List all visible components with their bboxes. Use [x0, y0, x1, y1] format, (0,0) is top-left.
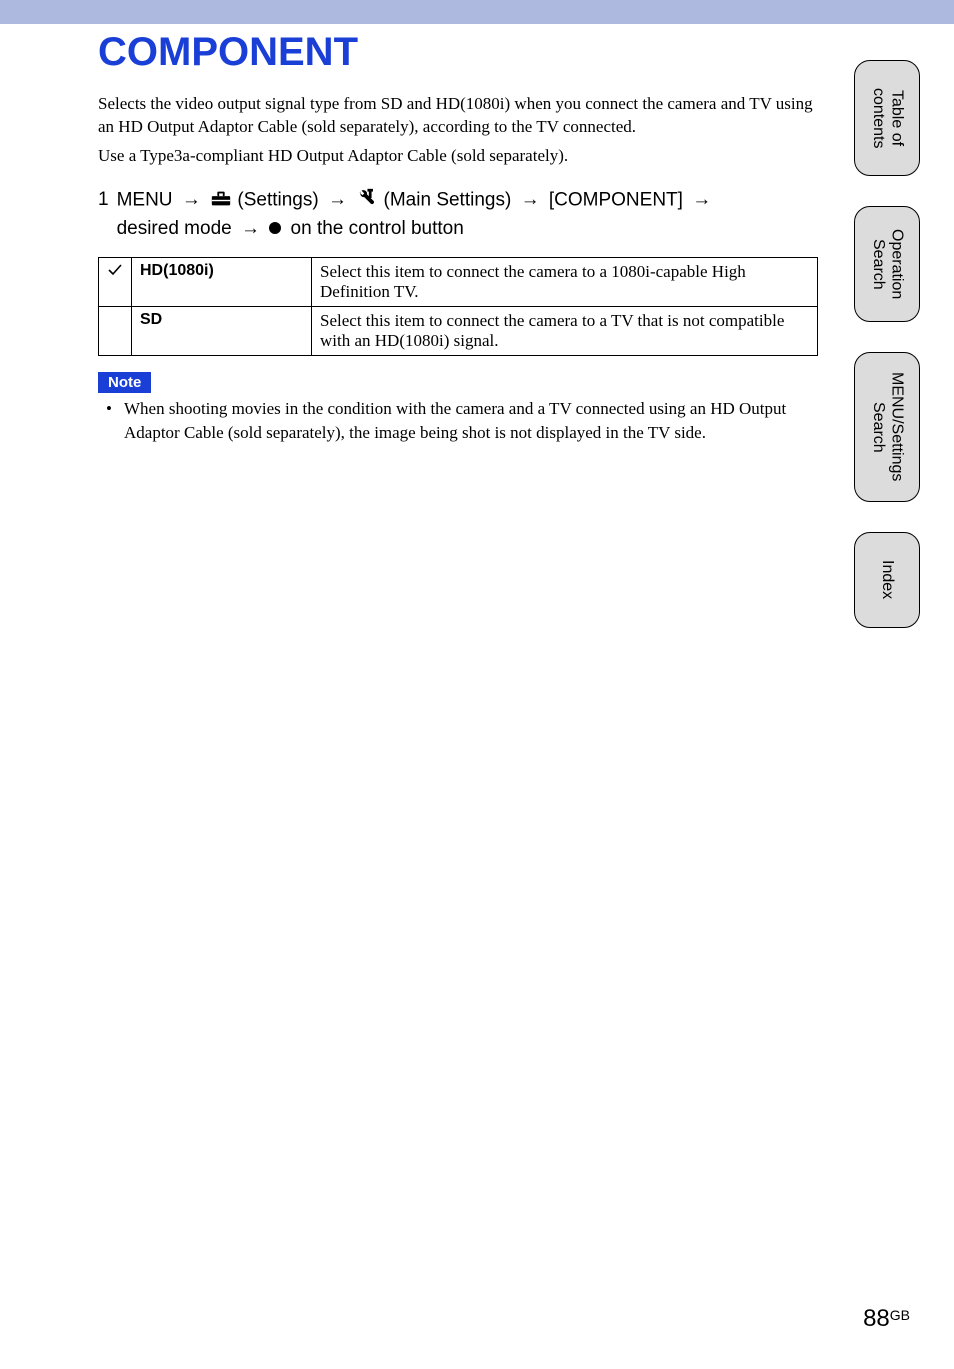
- checkmark-icon: [107, 262, 123, 278]
- step-menu-label: MENU: [117, 189, 173, 210]
- page-title: COMPONENT: [98, 30, 818, 75]
- main-content: COMPONENT Selects the video output signa…: [98, 30, 818, 445]
- page-number: 88GB: [863, 1305, 910, 1333]
- tab-label: Table of contents: [869, 88, 906, 148]
- check-cell: [99, 258, 132, 307]
- arrow-icon: →: [688, 189, 715, 210]
- description-block: Selects the video output signal type fro…: [98, 93, 818, 168]
- description-line: Use a Type3a-compliant HD Output Adaptor…: [98, 145, 818, 168]
- toolbox-icon: [210, 184, 232, 213]
- page-number-suffix: GB: [890, 1307, 910, 1323]
- option-label: SD: [132, 307, 312, 356]
- arrow-icon: →: [517, 189, 544, 210]
- tab-operation-search[interactable]: Operation Search: [854, 206, 920, 322]
- note-badge: Note: [98, 372, 151, 393]
- control-button-tail: on the control button: [291, 218, 464, 239]
- step-number: 1: [98, 186, 109, 215]
- arrow-icon: →: [237, 218, 264, 239]
- tab-label: MENU/Settings Search: [869, 372, 906, 481]
- description-line: Selects the video output signal type fro…: [98, 93, 818, 139]
- tab-menu-settings-search[interactable]: MENU/Settings Search: [854, 352, 920, 502]
- step-text: MENU → (Settings) →: [117, 186, 716, 243]
- wrench-icon: [356, 184, 378, 213]
- tab-label: Index: [878, 560, 896, 599]
- options-table: HD(1080i) Select this item to connect th…: [98, 257, 818, 356]
- arrow-icon: →: [324, 189, 351, 210]
- page-number-value: 88: [863, 1305, 890, 1332]
- side-navigation: Table of contents Operation Search MENU/…: [854, 60, 924, 658]
- tab-table-of-contents[interactable]: Table of contents: [854, 60, 920, 176]
- note-block: Note When shooting movies in the conditi…: [98, 372, 818, 445]
- enter-dot-icon: [269, 222, 281, 234]
- option-description: Select this item to connect the camera t…: [312, 307, 818, 356]
- page-root: COMPONENT Selects the video output signa…: [0, 0, 954, 1369]
- option-description: Select this item to connect the camera t…: [312, 258, 818, 307]
- table-row: HD(1080i) Select this item to connect th…: [99, 258, 818, 307]
- main-settings-label: (Main Settings): [384, 189, 512, 210]
- tab-label: Operation Search: [869, 229, 906, 299]
- table-row: SD Select this item to connect the camer…: [99, 307, 818, 356]
- note-item: When shooting movies in the condition wi…: [112, 397, 818, 445]
- note-list: When shooting movies in the condition wi…: [98, 397, 818, 445]
- tab-index[interactable]: Index: [854, 532, 920, 628]
- top-accent-bar: [0, 0, 954, 24]
- arrow-icon: →: [178, 189, 205, 210]
- settings-label: (Settings): [237, 189, 318, 210]
- component-option-label: [COMPONENT]: [549, 189, 683, 210]
- step-1: 1 MENU → (Settings) →: [98, 186, 818, 243]
- option-label: HD(1080i): [132, 258, 312, 307]
- check-cell: [99, 307, 132, 356]
- desired-mode-label: desired mode: [117, 218, 232, 239]
